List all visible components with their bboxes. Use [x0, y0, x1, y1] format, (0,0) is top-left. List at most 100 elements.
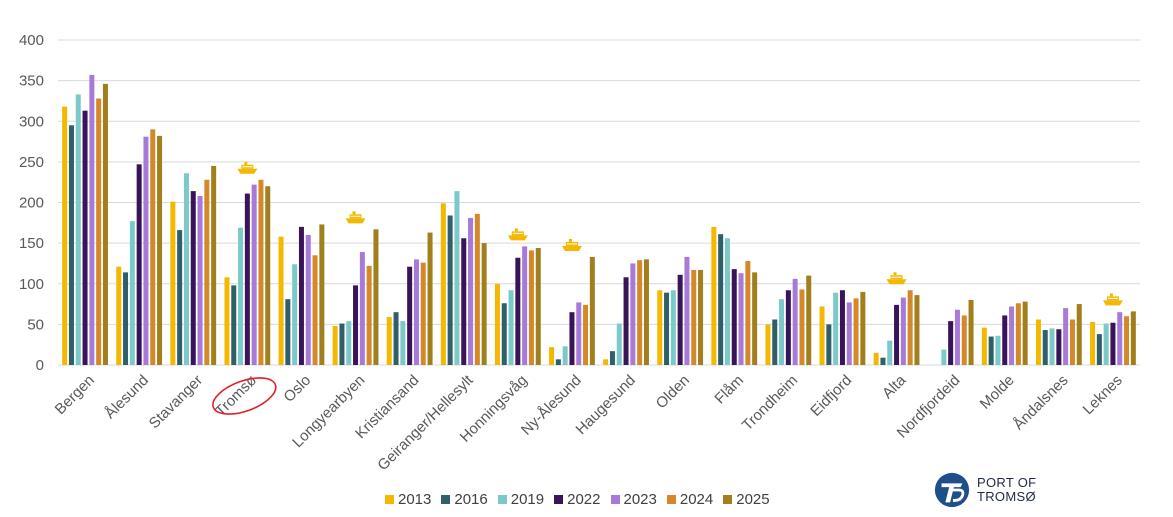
bar-2025 — [157, 135, 163, 365]
bar-2013 — [494, 283, 500, 365]
bar-2019 — [616, 323, 622, 365]
bar-2013 — [819, 306, 825, 365]
bar-2023 — [576, 302, 582, 365]
x-tick-label: Trondheim — [739, 372, 801, 434]
bar-2016 — [231, 285, 237, 365]
ship-icons — [237, 161, 1123, 306]
bar-2016 — [339, 323, 345, 365]
bar-2016 — [609, 351, 615, 365]
bar-2023 — [846, 302, 852, 365]
ship-icon — [886, 272, 907, 285]
y-tick-label: 200 — [19, 195, 44, 212]
bar-2024 — [1015, 303, 1021, 365]
bar-2022 — [785, 290, 791, 365]
bar-2013 — [657, 290, 663, 365]
bar-2016 — [447, 215, 453, 365]
bar-2019 — [887, 340, 893, 365]
bar-2025 — [319, 224, 325, 365]
bar-2016 — [988, 336, 994, 365]
bar-2016 — [123, 272, 129, 365]
bar-2022 — [1056, 329, 1062, 365]
y-tick-label: 150 — [19, 235, 44, 252]
bar-2016 — [1042, 330, 1048, 365]
bar-2024 — [745, 261, 751, 365]
bar-2025 — [752, 272, 758, 365]
bar-2013 — [116, 266, 122, 365]
bar-2019 — [183, 173, 189, 365]
legend-label: 2019 — [510, 491, 545, 508]
bar-2016 — [718, 234, 724, 365]
bar-2019 — [238, 227, 244, 365]
bar-2023 — [900, 297, 906, 365]
y-axis-ticks: 0 50 100 150 200 250 300 350 400 — [19, 32, 44, 374]
bar-2019 — [292, 264, 298, 365]
bar-2025 — [1022, 301, 1028, 365]
gridlines — [58, 39, 1140, 366]
y-tick-label: 0 — [36, 357, 44, 374]
bar-2023 — [1009, 306, 1015, 365]
x-tick-label: Bergen — [52, 372, 98, 418]
bar-2022 — [731, 269, 737, 365]
bar-2019 — [129, 221, 135, 365]
legend-swatch — [554, 495, 564, 504]
bar-2019 — [995, 335, 1001, 365]
x-tick-label: Geiranger/Hellesylt — [374, 371, 477, 470]
bar-2013 — [549, 347, 555, 365]
bar-2019 — [1103, 323, 1109, 365]
bar-2024 — [204, 179, 210, 365]
bar-2024 — [150, 129, 156, 365]
bar-2016 — [826, 324, 832, 365]
bar-2023 — [630, 263, 636, 365]
bar-2022 — [839, 290, 845, 365]
bar-2022 — [353, 285, 359, 365]
legend-swatch — [497, 495, 507, 504]
x-tick-label: Oslo — [280, 372, 314, 406]
bar-2019 — [941, 349, 947, 365]
bar-2013 — [873, 352, 879, 365]
bar-2019 — [508, 290, 514, 365]
y-tick-label: 350 — [19, 73, 44, 90]
ship-icon — [345, 211, 366, 224]
bar-2013 — [711, 226, 717, 365]
y-tick-label: 100 — [19, 276, 44, 293]
bar-2013 — [1035, 319, 1041, 365]
bar-2019 — [400, 321, 406, 365]
bar-2022 — [136, 164, 142, 365]
bar-2025 — [211, 165, 217, 365]
bar-2023 — [143, 136, 149, 365]
bar-2025 — [265, 186, 271, 365]
logo-line2: TROMSØ — [977, 489, 1036, 504]
ship-icon — [561, 238, 582, 251]
bar-2013 — [278, 236, 284, 365]
bar-chart: 0 50 100 150 200 250 300 350 400 Bergen ÅlesundSt… — [19, 32, 1140, 470]
x-tick-label: Stavanger — [146, 372, 206, 432]
bar-2016 — [393, 312, 399, 365]
bar-2022 — [298, 226, 304, 365]
bar-2019 — [75, 94, 81, 365]
x-tick-label: Leknes — [1080, 372, 1126, 418]
bar-2024 — [907, 290, 913, 365]
bar-2016 — [68, 125, 74, 365]
bar-2022 — [461, 238, 467, 365]
x-tick-label: Olden — [653, 372, 693, 412]
bar-2022 — [515, 257, 521, 365]
bar-2023 — [251, 184, 257, 365]
bar-2013 — [332, 326, 338, 365]
bar-2019 — [670, 290, 676, 365]
bar-2024 — [853, 298, 859, 365]
legend-label: 2016 — [454, 491, 488, 508]
bar-2019 — [346, 321, 352, 365]
bar-2022 — [948, 321, 954, 365]
bar-2016 — [285, 299, 291, 365]
bar-2024 — [799, 289, 805, 365]
bar-2024 — [691, 269, 697, 365]
bar-2022 — [894, 304, 900, 365]
bar-2019 — [779, 299, 785, 365]
x-tick-label: Molde — [977, 372, 1018, 413]
bar-2025 — [102, 83, 108, 365]
bar-2024 — [528, 250, 534, 365]
bar-2025 — [806, 275, 812, 365]
bar-2013 — [1090, 321, 1096, 365]
bar-2025 — [427, 232, 433, 365]
bar-2022 — [82, 110, 88, 365]
